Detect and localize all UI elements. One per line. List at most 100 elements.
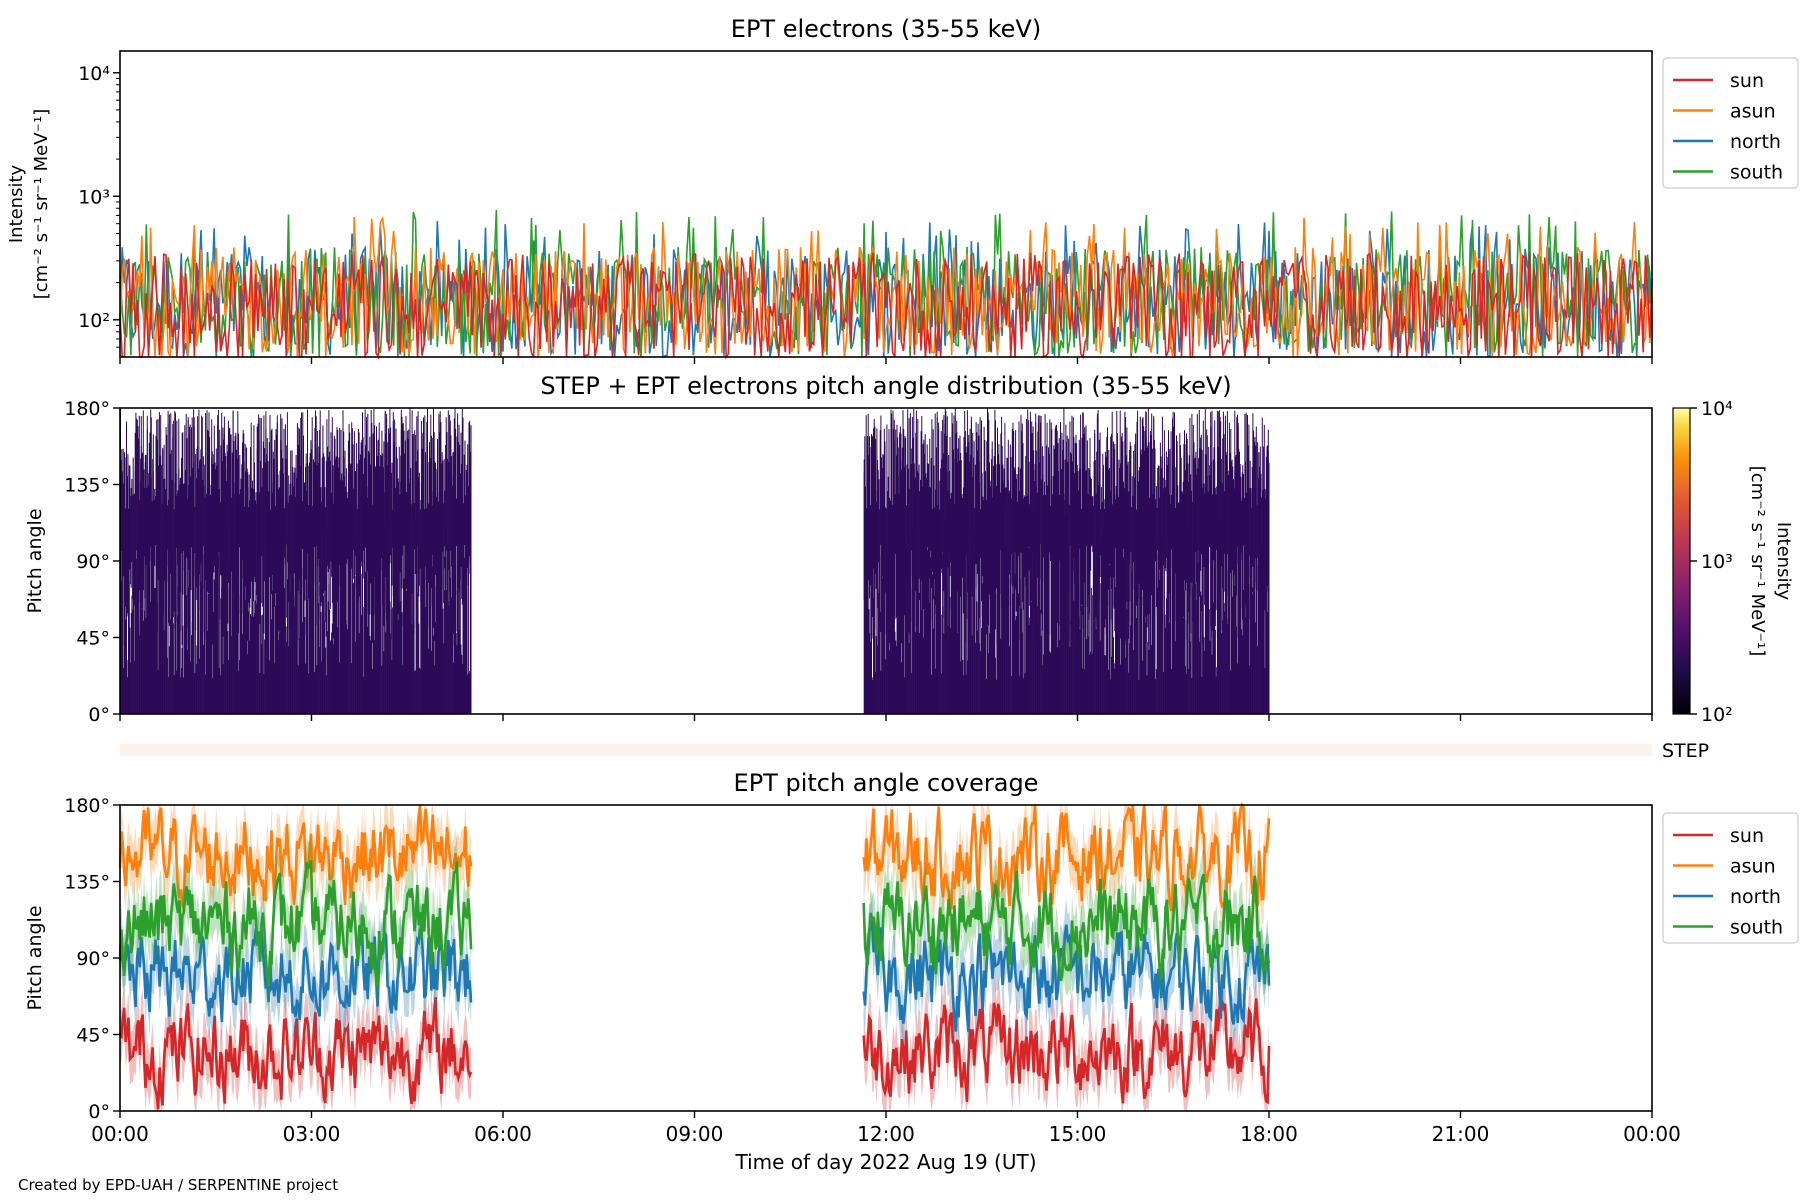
pad-cell bbox=[958, 462, 960, 714]
pad-cell bbox=[440, 421, 442, 631]
pad-cell bbox=[391, 462, 393, 586]
pad-cell bbox=[380, 455, 382, 714]
pad-cell bbox=[414, 670, 416, 714]
pad-cell bbox=[191, 634, 192, 714]
pad-cell bbox=[1203, 637, 1205, 714]
pad-cell bbox=[1111, 591, 1113, 714]
pad-cell bbox=[1046, 422, 1048, 640]
pad-cell bbox=[901, 469, 903, 643]
pad-cell bbox=[202, 480, 204, 589]
pad-cell bbox=[1252, 587, 1254, 714]
pad-cell bbox=[937, 505, 939, 573]
pad-cell bbox=[339, 489, 341, 714]
pad-cell bbox=[1123, 557, 1124, 714]
pad-cell bbox=[1237, 414, 1238, 547]
pad-cell bbox=[240, 489, 241, 553]
pad-cell bbox=[352, 583, 354, 714]
pad-cell bbox=[1075, 434, 1077, 577]
pad-cell bbox=[961, 494, 963, 714]
pad-cell bbox=[1174, 412, 1175, 628]
pad-cell bbox=[136, 419, 138, 612]
pad-cell bbox=[1247, 445, 1249, 559]
pad-cell bbox=[403, 578, 405, 714]
pad-cell bbox=[1249, 488, 1251, 556]
pad-cell bbox=[1263, 502, 1265, 571]
pad-cell bbox=[236, 453, 237, 576]
pad-cell bbox=[1122, 572, 1124, 714]
pad-cell bbox=[1143, 471, 1145, 552]
pad-cell bbox=[1198, 637, 1200, 714]
pad-cell bbox=[245, 471, 247, 634]
pad-cell bbox=[341, 600, 343, 714]
pad-cell bbox=[390, 609, 392, 714]
pad-cell bbox=[1220, 421, 1222, 631]
pad-cell bbox=[1052, 498, 1054, 598]
pad-cell bbox=[1208, 465, 1210, 547]
pad-cell bbox=[236, 459, 238, 628]
pad-cell bbox=[155, 584, 157, 714]
coverage-series bbox=[118, 801, 1271, 1111]
pad-cell bbox=[170, 619, 172, 714]
legend-label-south: south bbox=[1730, 162, 1783, 184]
pad-cell bbox=[358, 432, 360, 597]
pad-cell bbox=[199, 459, 201, 714]
pad-cell bbox=[1068, 562, 1070, 714]
pad-cell bbox=[949, 437, 951, 576]
pad-cell bbox=[292, 486, 294, 616]
pad-cell bbox=[254, 500, 256, 583]
pad-cell bbox=[1150, 435, 1152, 645]
pad-cell bbox=[1112, 572, 1114, 714]
pad-cell bbox=[279, 470, 281, 631]
pad-cell bbox=[936, 508, 937, 545]
pad-cell bbox=[925, 594, 927, 714]
pad-cell bbox=[248, 546, 250, 714]
pad-cell bbox=[351, 663, 353, 714]
pad-cell bbox=[915, 432, 917, 592]
pad-cell bbox=[201, 547, 203, 714]
pad-cell bbox=[424, 415, 426, 631]
pad-cell bbox=[257, 423, 259, 606]
pad-cell bbox=[1155, 679, 1157, 714]
pad-cell bbox=[305, 466, 306, 580]
pad-cell bbox=[1204, 454, 1206, 714]
pad-cell bbox=[378, 422, 380, 714]
pad-cell bbox=[468, 673, 470, 714]
pad-cell bbox=[370, 482, 372, 714]
pad-cell bbox=[221, 461, 223, 632]
pad-cell bbox=[237, 411, 239, 714]
pad-cell bbox=[1058, 556, 1060, 714]
pad-cell bbox=[1248, 424, 1250, 578]
pad-cell bbox=[163, 629, 165, 714]
coverage-xtick-label: 09:00 bbox=[666, 1122, 724, 1146]
pad-cell bbox=[1235, 626, 1237, 714]
pad-cell bbox=[1216, 410, 1218, 638]
pad-cell bbox=[989, 633, 990, 714]
pad-cell bbox=[392, 607, 394, 714]
pad-cell bbox=[864, 436, 866, 548]
pad-cell bbox=[1139, 467, 1141, 714]
pad-cell bbox=[1172, 418, 1173, 562]
pad-cell bbox=[1151, 645, 1153, 714]
pad-cell bbox=[1026, 563, 1028, 714]
pad-cell bbox=[1110, 437, 1112, 620]
pad-cell bbox=[1003, 484, 1005, 632]
pad-cell bbox=[1141, 596, 1143, 714]
pad-cell bbox=[156, 601, 158, 714]
pad-cell bbox=[1165, 451, 1167, 559]
pad-cell bbox=[280, 440, 282, 642]
pad-cell bbox=[134, 432, 136, 714]
pad-cell bbox=[290, 483, 292, 631]
pad-cell bbox=[1230, 429, 1232, 574]
pad-cell bbox=[460, 644, 462, 714]
pad-cell bbox=[1137, 580, 1139, 714]
pad-cell bbox=[932, 628, 934, 714]
pad-cell bbox=[1161, 614, 1163, 714]
pad-cell bbox=[152, 459, 154, 624]
pad-cell bbox=[867, 413, 869, 714]
pad-cell bbox=[1153, 418, 1155, 558]
pad-heatmap bbox=[120, 408, 1270, 714]
pad-cell bbox=[160, 464, 162, 644]
pad-cell bbox=[875, 438, 877, 574]
pad-cell bbox=[1147, 445, 1149, 615]
